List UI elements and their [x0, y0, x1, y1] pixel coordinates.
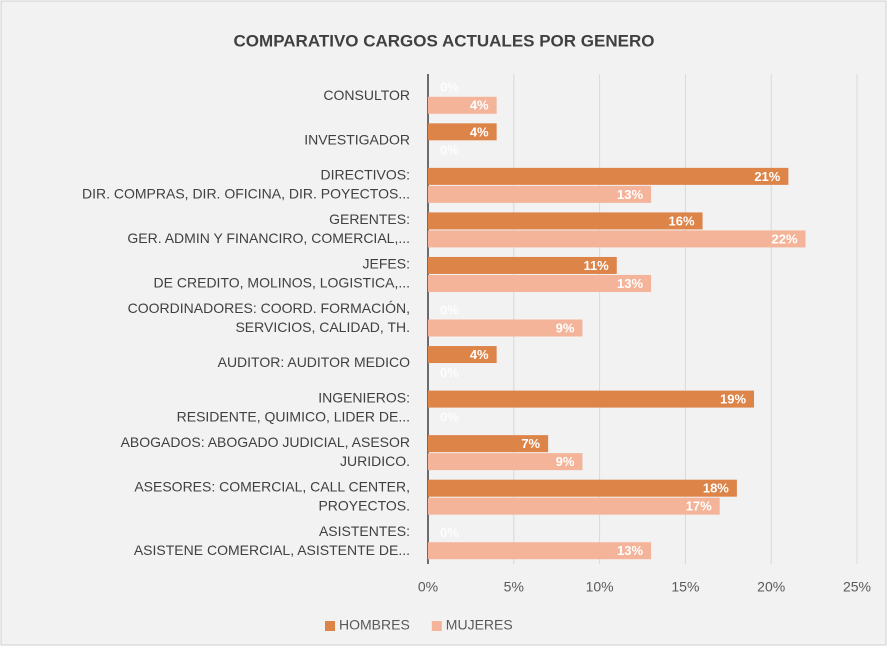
bar: [428, 256, 617, 274]
y-tick-label: PROYECTOS.: [318, 497, 410, 513]
bar: [428, 390, 755, 408]
value-label: 16%: [669, 213, 695, 228]
value-label: 17%: [686, 499, 712, 514]
y-tick-label: COORDINADORES: COORD. FORMACIÓN,: [128, 300, 410, 316]
legend-label: MUJERES: [446, 617, 513, 633]
value-label: 0%: [440, 80, 459, 95]
value-label: 0%: [440, 302, 459, 317]
bar: [428, 212, 703, 230]
value-label: 13%: [617, 187, 643, 202]
value-label: 11%: [583, 258, 609, 273]
bar: [428, 542, 652, 560]
y-tick-label: GER. ADMIN Y FINANCIRO, COMERCIAL,...: [127, 230, 410, 246]
bar: [428, 497, 720, 515]
value-label: 9%: [556, 454, 575, 469]
bar: [428, 96, 497, 114]
y-tick-label: JEFES:: [363, 256, 410, 272]
y-tick-label: ASISTENTES:: [319, 523, 410, 539]
y-tick-label: SERVICIOS, CALIDAD, TH.: [235, 319, 410, 335]
bar: [428, 435, 549, 453]
y-tick-label: INVESTIGADOR: [304, 132, 410, 148]
y-tick-label: ASISTENE COMERCIAL, ASISTENTE DE...: [134, 542, 410, 558]
bar: [428, 167, 789, 185]
x-tick-label: 15%: [671, 579, 699, 595]
y-tick-label: INGENIEROS:: [318, 389, 410, 405]
bar: [428, 319, 583, 337]
legend-swatch: [431, 621, 442, 631]
y-tick-label: ASESORES: COMERCIAL, CALL CENTER,: [134, 478, 410, 494]
bar: [428, 479, 737, 497]
value-label: 0%: [440, 525, 459, 540]
legend-swatch: [325, 621, 335, 631]
value-label: 4%: [470, 98, 489, 113]
value-label: 0%: [440, 410, 459, 425]
x-tick-label: 5%: [504, 579, 524, 595]
value-label: 19%: [720, 392, 746, 407]
bar: [428, 274, 652, 292]
value-label: 13%: [617, 543, 643, 558]
value-label: 4%: [470, 124, 489, 139]
y-tick-label: ABOGADOS: ABOGADO JUDICIAL, ASESOR: [121, 434, 410, 450]
value-label: 13%: [617, 276, 643, 291]
x-tick-label: 25%: [843, 579, 871, 595]
y-tick-label: DIRECTIVOS:: [321, 167, 410, 183]
y-tick-label: GERENTES:: [329, 211, 410, 227]
y-tick-label: DIR. COMPRAS, DIR. OFICINA, DIR. POYECTO…: [82, 186, 410, 202]
y-tick-label: DE CREDITO, MOLINOS, LOGISTICA,...: [154, 275, 410, 291]
y-tick-label: AUDITOR: AUDITOR MEDICO: [218, 354, 411, 370]
y-tick-label: RESIDENTE, QUIMICO, LIDER DE...: [177, 408, 410, 424]
value-label: 18%: [703, 481, 729, 496]
x-tick-label: 10%: [586, 579, 614, 595]
bar: [428, 185, 652, 203]
y-tick-label: CONSULTOR: [323, 87, 410, 103]
bar: [428, 346, 497, 364]
x-tick-label: 0%: [418, 579, 438, 595]
value-label: 9%: [556, 320, 575, 335]
legend-label: HOMBRES: [339, 617, 410, 633]
bar: [428, 230, 806, 248]
value-label: 22%: [771, 231, 797, 246]
value-label: 0%: [440, 365, 459, 380]
chart-title: COMPARATIVO CARGOS ACTUALES POR GENERO: [234, 31, 655, 50]
x-tick-label: 20%: [757, 579, 785, 595]
value-label: 4%: [470, 347, 489, 362]
value-label: 21%: [754, 169, 780, 184]
y-tick-label: JURIDICO.: [340, 453, 410, 469]
bar: [428, 123, 497, 141]
value-label: 0%: [440, 142, 459, 157]
bar: [428, 453, 583, 471]
value-label: 7%: [521, 436, 540, 451]
